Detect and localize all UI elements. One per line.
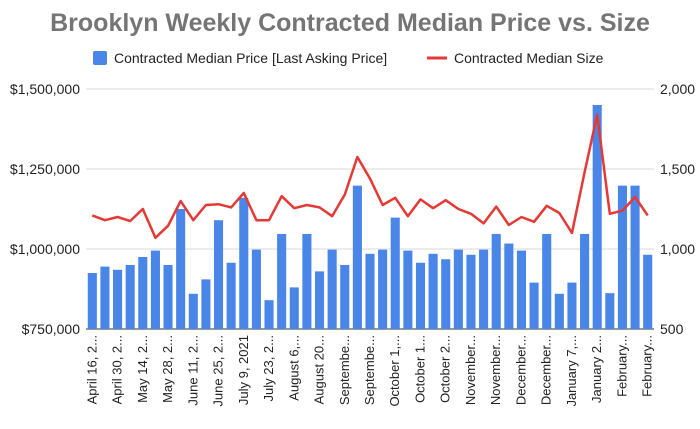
x-tick-label: February... [614,335,629,397]
bar [617,185,627,329]
bar [479,249,489,329]
bar [87,273,97,329]
line-series-size [91,113,649,240]
x-tick-label: October 1,... [387,335,402,407]
bar [264,300,274,329]
bar [188,293,198,329]
x-tick-label: July 23, 2... [261,335,276,401]
y-right-tick-label: 1,500 [660,161,695,177]
x-axis: April 16, 2... April 30, 2... May 14, 2...… [84,335,654,407]
bar [302,233,312,329]
legend-label-size: Contracted Median Size [454,50,604,66]
y-left-tick-label: $1,250,000 [10,161,80,177]
bar [542,233,552,329]
x-tick-label: February... [640,335,655,397]
bar [289,287,299,329]
x-tick-label: July 9, 2021 [236,335,251,405]
x-tick-label: April 16, 2... [84,335,99,404]
x-tick-label: December... [539,335,554,405]
bar [100,266,110,329]
x-tick-label: October 2... [438,335,453,403]
x-tick-label: August 20... [312,335,327,404]
size-line [91,113,649,240]
bar [125,265,135,329]
bar [491,233,501,329]
bar [352,185,362,329]
chart-title: Brooklyn Weekly Contracted Median Price … [50,9,650,37]
x-tick-label: January 2... [589,335,604,403]
y-right-tick-label: 2,000 [660,81,695,97]
y-left-tick-label: $750,000 [22,321,81,337]
bar [592,105,602,329]
x-tick-label: June 11, 2... [185,335,200,406]
bar [466,254,476,329]
bar [226,262,236,329]
bar [580,233,590,329]
legend-swatch-price [93,51,107,65]
x-tick-label: Septembe... [337,335,352,405]
x-tick-label: November... [463,335,478,405]
y-left-tick-label: $1,000,000 [10,241,80,257]
legend: Contracted Median Price [Last Asking Pri… [93,50,604,66]
bar [630,185,640,329]
x-tick-label: October 1... [412,335,427,403]
x-tick-label: November... [488,335,503,405]
x-tick-label: May 28, 2... [160,335,175,403]
bar [428,253,438,329]
y-right-tick-label: 500 [660,321,684,337]
bar [314,271,325,329]
bar [213,220,224,329]
x-tick-label: April 30, 2... [110,335,125,404]
bar [239,197,249,329]
bar [163,265,173,329]
bar [529,282,539,329]
bar [150,250,160,329]
bar [504,243,514,329]
bar [201,279,211,329]
x-tick-label: May 14, 2... [135,335,150,403]
bar [554,293,564,329]
bar [365,253,375,329]
bar [251,249,261,329]
bar [176,209,186,329]
bar [453,249,463,329]
bar [605,293,615,329]
bar-series-price [87,105,653,329]
bar [340,265,350,329]
x-tick-label: January 7,... [564,335,579,407]
bar [277,233,287,329]
bar [403,250,413,329]
bar [516,250,527,329]
x-tick-label: August 6,... [286,335,301,401]
bar [390,217,400,329]
bar [643,254,653,329]
x-tick-label: Septembe... [362,335,377,405]
bar [378,249,388,329]
bar [138,257,148,329]
y-axis-left: $750,000 $1,000,000 $1,250,000 $1,500,000 [10,81,80,337]
x-tick-label: June 25, 2... [211,335,226,407]
bar [441,259,451,329]
legend-label-price: Contracted Median Price [Last Asking Pri… [114,50,387,66]
y-axis-right: 500 1,000 1,500 2,000 [660,81,695,337]
bar [113,269,123,329]
bar [567,282,577,329]
y-right-tick-label: 1,000 [660,241,695,257]
bar [415,262,426,329]
bar [327,249,337,329]
y-left-tick-label: $1,500,000 [10,81,80,97]
x-tick-label: December... [513,335,528,405]
